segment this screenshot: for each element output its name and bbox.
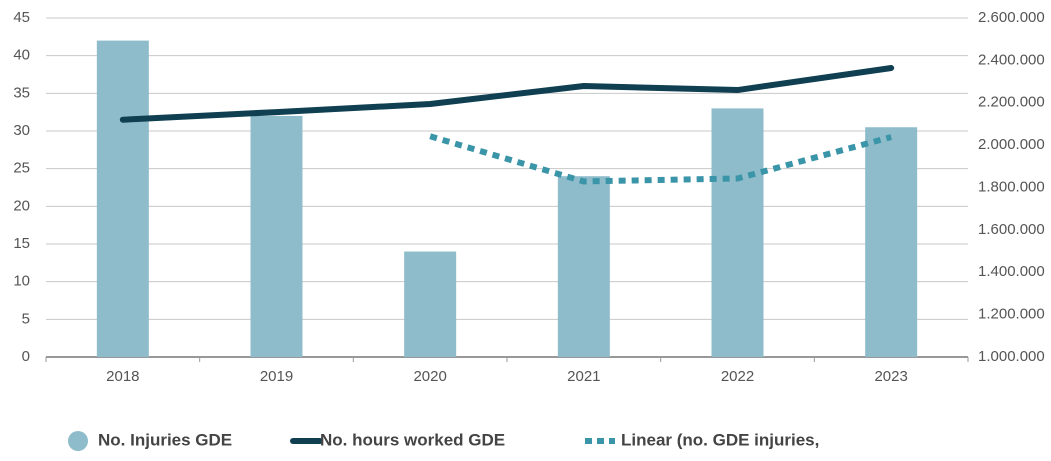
legend-label: Linear (no. GDE injuries, — [621, 430, 819, 449]
x-tick-label: 2020 — [413, 368, 446, 385]
bar — [404, 251, 457, 357]
y-tick-label: 20 — [13, 197, 30, 214]
y2-tick-label: 1.800.000 — [978, 178, 1045, 195]
y2-tick-label: 1.200.000 — [978, 306, 1045, 323]
y-tick-label: 0 — [22, 348, 30, 365]
bar — [250, 115, 303, 357]
legend-label: No. Injuries GDE — [98, 430, 232, 449]
y-tick-label: 30 — [13, 122, 30, 139]
trend-line — [429, 133, 892, 185]
line — [119, 65, 895, 123]
y-tick-label: 25 — [13, 160, 30, 177]
bar — [96, 40, 149, 357]
x-tick-label: 2023 — [874, 368, 907, 385]
y-tick-label: 15 — [13, 235, 30, 252]
y-tick-label: 40 — [13, 47, 30, 64]
y2-tick-label: 2.600.000 — [978, 9, 1045, 26]
x-tick-label: 2019 — [260, 368, 293, 385]
bar — [711, 108, 764, 358]
y2-tick-label: 2.200.000 — [978, 94, 1045, 111]
legend-swatch — [68, 431, 88, 451]
y2-tick-label: 1.000.000 — [978, 348, 1045, 365]
y2-tick-label: 1.400.000 — [978, 263, 1045, 280]
y2-tick-label: 2.000.000 — [978, 136, 1045, 153]
y-tick-label: 45 — [13, 9, 30, 26]
x-tick-label: 2022 — [721, 368, 754, 385]
y-tick-label: 35 — [13, 84, 30, 101]
y2-tick-label: 2.400.000 — [978, 51, 1045, 68]
bar — [557, 176, 610, 357]
y-tick-label: 10 — [13, 273, 30, 290]
x-tick-label: 2018 — [106, 368, 139, 385]
y2-tick-label: 1.600.000 — [978, 221, 1045, 238]
x-tick-label: 2021 — [567, 368, 600, 385]
legend-label: No. hours worked GDE — [320, 430, 505, 449]
y-tick-label: 5 — [22, 310, 30, 327]
bar — [865, 127, 918, 357]
